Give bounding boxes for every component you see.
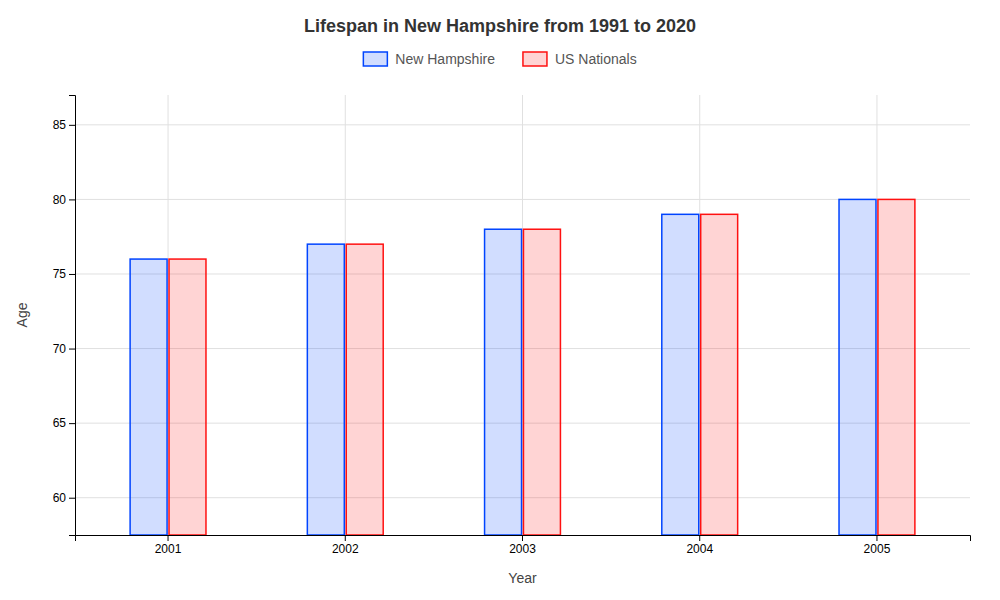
tick-mark	[69, 498, 75, 499]
tick: 70	[53, 342, 75, 356]
tick: 75	[53, 267, 75, 281]
legend: New Hampshire US Nationals	[363, 51, 636, 67]
tick: 85	[53, 118, 75, 132]
axis-line	[69, 96, 76, 536]
tick-mark	[168, 535, 169, 541]
bar	[346, 244, 383, 535]
tick: 2004	[686, 535, 713, 556]
tick-label: 80	[53, 193, 67, 207]
tick-label: 2002	[332, 542, 359, 556]
legend-swatch	[363, 52, 387, 66]
tick: 2005	[864, 535, 891, 556]
tick-mark	[699, 535, 700, 541]
bar	[169, 259, 206, 535]
tick-mark	[345, 535, 346, 541]
tick: 60	[53, 491, 75, 505]
tick-label: 2003	[509, 542, 536, 556]
tick-mark	[69, 423, 75, 424]
tick-label: 2001	[155, 542, 182, 556]
tick: 2001	[155, 535, 182, 556]
grid	[75, 95, 970, 535]
tick: 2003	[509, 535, 536, 556]
legend-label: New Hampshire	[395, 51, 495, 67]
tick-label: 85	[53, 118, 67, 132]
bar	[130, 259, 167, 535]
axis-line	[76, 536, 971, 542]
bar	[878, 199, 915, 535]
bar	[485, 229, 522, 535]
tick-mark	[69, 199, 75, 200]
tick-label: 75	[53, 267, 67, 281]
bar	[839, 199, 876, 535]
tick-mark	[69, 349, 75, 350]
x-axis-title: Year	[508, 570, 537, 586]
legend-item: US Nationals	[523, 51, 637, 67]
legend-label: US Nationals	[555, 51, 637, 67]
plot-area: 60 65 70 75 80 85 2001 2002 2003 2004 2005	[53, 95, 971, 556]
tick-mark	[876, 535, 877, 541]
tick-mark	[69, 274, 75, 275]
y-axis-title: Age	[14, 302, 30, 327]
tick-label: 2005	[864, 542, 891, 556]
bar	[523, 229, 560, 535]
tick: 80	[53, 193, 75, 207]
tick-mark	[522, 535, 523, 541]
bar	[307, 244, 344, 535]
tick: 2002	[332, 535, 359, 556]
y-axis: 60 65 70 75 80 85	[53, 96, 76, 536]
title: Lifespan in New Hampshire from 1991 to 2…	[304, 16, 696, 36]
bars	[130, 199, 915, 535]
bar	[662, 214, 699, 535]
tick-label: 70	[53, 342, 67, 356]
series	[130, 199, 876, 535]
series	[169, 199, 915, 535]
legend-item: New Hampshire	[363, 51, 495, 67]
tick-label: 2004	[686, 542, 713, 556]
tick-label: 60	[53, 491, 67, 505]
x-axis: 2001 2002 2003 2004 2005	[76, 535, 971, 556]
chart: 60 65 70 75 80 85 2001 2002 2003 2004 2005 Year Age L…	[0, 0, 1000, 600]
legend-swatch	[523, 52, 547, 66]
tick-mark	[69, 125, 75, 126]
tick-label: 65	[53, 416, 67, 430]
bar	[701, 214, 738, 535]
tick: 65	[53, 416, 75, 430]
